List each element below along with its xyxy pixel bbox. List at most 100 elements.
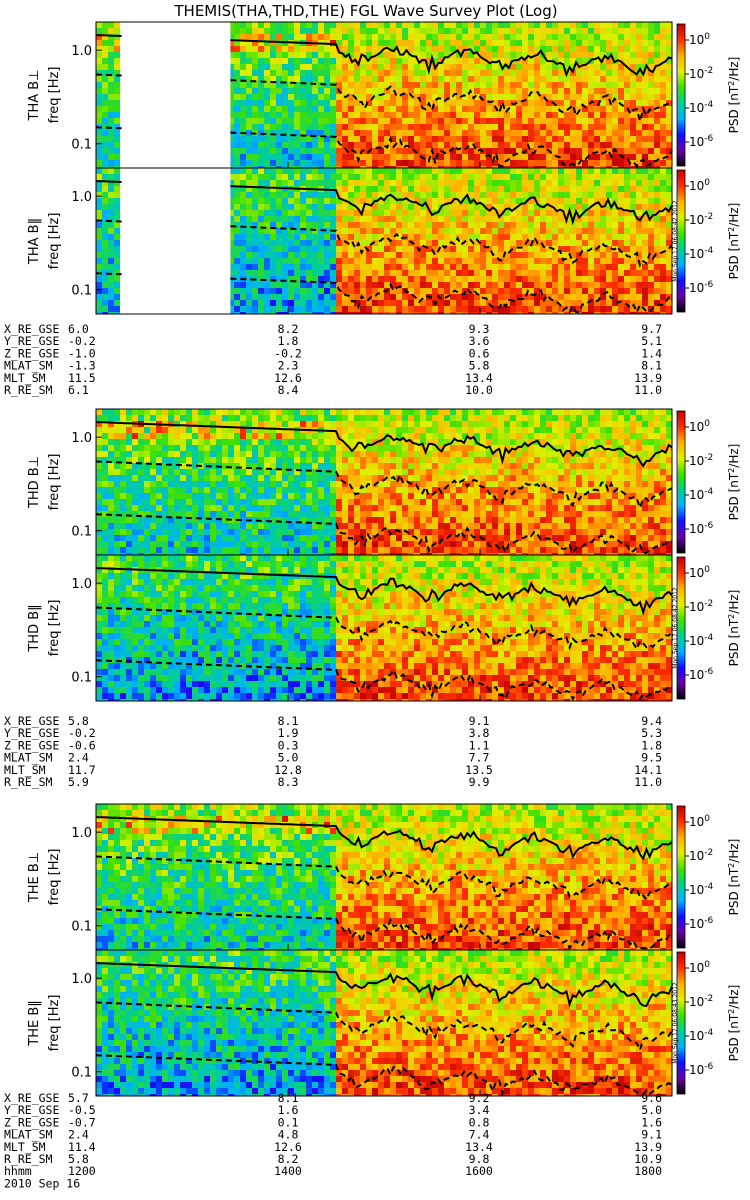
spectrogram-cell	[552, 40, 558, 46]
spectrogram-cell	[558, 306, 564, 312]
spectrogram-cell	[204, 547, 210, 553]
spectrogram-cell	[222, 511, 228, 517]
spectrogram-cell	[642, 174, 648, 180]
spectrogram-cell	[342, 82, 348, 88]
spectrogram-cell	[360, 142, 366, 148]
spectrogram-cell	[462, 82, 468, 88]
spectrogram-cell	[534, 76, 540, 82]
spectrogram-cell	[114, 198, 120, 204]
spectrogram-cell	[240, 100, 246, 106]
spectrogram-cell	[648, 166, 654, 168]
spectrogram-cell	[102, 234, 108, 240]
spectrogram-cell	[252, 487, 258, 493]
spectrogram-cell	[282, 234, 288, 240]
spectrogram-cell	[324, 421, 330, 427]
spectrogram-cell	[354, 288, 360, 294]
spectrogram-cell	[276, 264, 282, 270]
spectrogram-cell	[210, 409, 216, 415]
spectrogram-cell	[504, 210, 510, 216]
spectrogram-cell	[240, 174, 246, 180]
spectrogram-cell	[450, 294, 456, 300]
spectrogram-cell	[528, 258, 534, 264]
spectrogram-cell	[300, 529, 306, 535]
spectrogram-cell	[288, 457, 294, 463]
spectrogram-cell	[510, 288, 516, 294]
spectrogram-cell	[306, 493, 312, 499]
spectrogram-cell	[114, 451, 120, 457]
spectrogram-cell	[102, 276, 108, 282]
spectrogram-cell	[552, 204, 558, 210]
spectrogram-cell	[228, 523, 234, 529]
spectrogram-cell	[234, 82, 240, 88]
spectrogram-cell	[204, 415, 210, 421]
spectrogram-cell	[264, 46, 270, 52]
spectrogram-cell	[204, 409, 210, 415]
spectrogram-cell	[360, 76, 366, 82]
spectrogram-cell	[276, 160, 282, 166]
spectrogram-cell	[282, 168, 288, 174]
spectrogram-cell	[576, 228, 582, 234]
spectrogram-cell	[276, 112, 282, 118]
spectrogram-cell	[588, 94, 594, 100]
spectrogram-cell	[120, 409, 126, 415]
spectrogram-cell	[558, 40, 564, 46]
spectrogram-cell	[456, 88, 462, 94]
spectrogram-cell	[174, 445, 180, 451]
spectrogram-cell	[324, 493, 330, 499]
spectrogram-cell	[540, 168, 546, 174]
spectrogram-cell	[450, 88, 456, 94]
spectrogram-cell	[138, 553, 144, 555]
ephemeris-value: 1.4	[641, 346, 662, 360]
spectrogram-cell	[162, 427, 168, 433]
spectrogram-cell	[324, 517, 330, 523]
spectrogram-cell	[576, 186, 582, 192]
spectrogram-cell	[552, 192, 558, 198]
spectrogram-cell	[330, 52, 336, 58]
spectrogram-cell	[276, 541, 282, 547]
spectrogram-cell	[324, 210, 330, 216]
spectrogram-cell	[462, 174, 468, 180]
spectrogram-cell	[426, 166, 432, 168]
spectrogram-cell	[498, 76, 504, 82]
spectrogram-cell	[624, 276, 630, 282]
spectrogram-cell	[660, 246, 666, 252]
spectrogram-cell	[312, 523, 318, 529]
spectrogram-cell	[192, 421, 198, 427]
spectrogram-cell	[594, 312, 600, 314]
spectrogram-cell	[408, 160, 414, 166]
spectrogram-cell	[246, 70, 252, 76]
spectrogram-cell	[240, 553, 246, 555]
spectrogram-cell	[456, 40, 462, 46]
spectrogram-cell	[258, 204, 264, 210]
spectrogram-cell	[606, 52, 612, 58]
spectrogram-cell	[342, 58, 348, 64]
spectrogram-cell	[306, 439, 312, 445]
spectrogram-cell	[516, 222, 522, 228]
spectrogram-cell	[558, 100, 564, 106]
spectrogram-cell	[486, 52, 492, 58]
spectrogram-cell	[324, 409, 330, 415]
spectrogram-cell	[648, 252, 654, 258]
spectrogram-cell	[384, 136, 390, 142]
spectrogram-cell	[378, 168, 384, 174]
spectrogram-cell	[252, 294, 258, 300]
spectrogram-cell	[420, 124, 426, 130]
spectrogram-cell	[582, 106, 588, 112]
spectrogram-cell	[618, 222, 624, 228]
spectrogram-cell	[360, 258, 366, 264]
spectrogram-cell	[276, 46, 282, 52]
spectrogram-cell	[234, 130, 240, 136]
spectrogram-cell	[516, 148, 522, 154]
spectrogram-cell	[180, 517, 186, 523]
spectrogram-cell	[594, 148, 600, 154]
spectrogram-cell	[600, 28, 606, 34]
spectrogram-cell	[444, 112, 450, 118]
spectrogram-cell	[438, 34, 444, 40]
spectrogram-cell	[660, 174, 666, 180]
spectrogram-cell	[594, 222, 600, 228]
spectrogram-cell	[228, 246, 234, 252]
spectrogram-cell	[246, 294, 252, 300]
spectrogram-cell	[366, 204, 372, 210]
spectrogram-cell	[426, 264, 432, 270]
